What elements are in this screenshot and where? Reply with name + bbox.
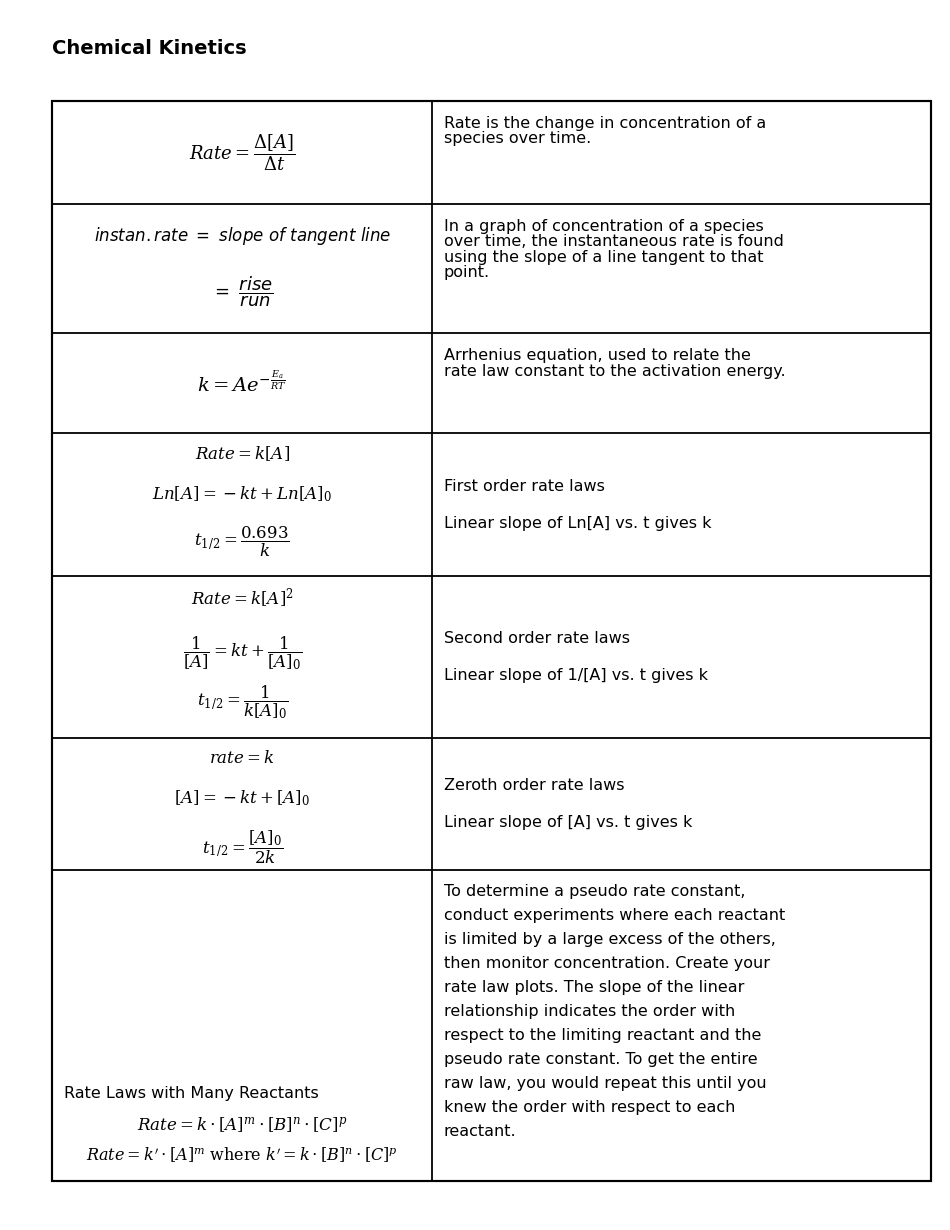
Text: $Rate = k[A]$: $Rate = k[A]$ [195, 444, 290, 464]
Text: $Rate = \dfrac{\Delta[A]}{\Delta t}$: $Rate = \dfrac{\Delta[A]}{\Delta t}$ [189, 132, 295, 173]
Text: Chemical Kinetics: Chemical Kinetics [52, 39, 247, 58]
Text: point.: point. [444, 266, 490, 280]
Text: species over time.: species over time. [444, 132, 591, 146]
Text: $\mathit{instan.rate}\ =\ \mathit{slope\ of\ tangent\ line}$: $\mathit{instan.rate}\ =\ \mathit{slope\… [94, 225, 390, 247]
Text: using the slope of a line tangent to that: using the slope of a line tangent to tha… [444, 250, 763, 264]
Text: reactant.: reactant. [444, 1124, 516, 1139]
Text: $\dfrac{1}{[A]} = kt + \dfrac{1}{[A]_0}$: $\dfrac{1}{[A]} = kt + \dfrac{1}{[A]_0}$ [182, 635, 302, 673]
Text: rate law constant to the activation energy.: rate law constant to the activation ener… [444, 364, 786, 379]
Text: $rate = k$: $rate = k$ [209, 749, 276, 766]
Text: Linear slope of 1/[A] vs. t gives k: Linear slope of 1/[A] vs. t gives k [444, 668, 708, 684]
Text: rate law plots. The slope of the linear: rate law plots. The slope of the linear [444, 980, 744, 995]
Text: $Rate = k[A]^2$: $Rate = k[A]^2$ [191, 585, 294, 610]
Text: Rate Laws with Many Reactants: Rate Laws with Many Reactants [64, 1086, 318, 1101]
Text: Second order rate laws: Second order rate laws [444, 631, 630, 646]
Text: $Rate = k' \cdot [A]^m\ \mathrm{where}\ k' = k \cdot [B]^n \cdot [C]^p$: $Rate = k' \cdot [A]^m\ \mathrm{where}\ … [86, 1146, 398, 1166]
Text: pseudo rate constant. To get the entire: pseudo rate constant. To get the entire [444, 1053, 757, 1068]
Text: To determine a pseudo rate constant,: To determine a pseudo rate constant, [444, 884, 745, 899]
Text: respect to the limiting reactant and the: respect to the limiting reactant and the [444, 1028, 761, 1043]
Text: $k = Ae^{-\frac{E_a}{RT}}$: $k = Ae^{-\frac{E_a}{RT}}$ [198, 370, 287, 396]
Text: $[A] = -kt + [A]_0$: $[A] = -kt + [A]_0$ [174, 788, 311, 808]
Text: relationship indicates the order with: relationship indicates the order with [444, 1005, 735, 1020]
Text: Rate is the change in concentration of a: Rate is the change in concentration of a [444, 116, 766, 130]
Text: $=\ \dfrac{\mathit{rise}}{\mathit{run}}$: $=\ \dfrac{\mathit{rise}}{\mathit{run}}$ [211, 274, 274, 309]
Text: then monitor concentration. Create your: then monitor concentration. Create your [444, 957, 770, 972]
Text: $t_{1/2} = \dfrac{1}{k[A]_0}$: $t_{1/2} = \dfrac{1}{k[A]_0}$ [197, 683, 288, 721]
Text: Arrhenius equation, used to relate the: Arrhenius equation, used to relate the [444, 348, 750, 363]
Text: Zeroth order rate laws: Zeroth order rate laws [444, 777, 624, 793]
Text: over time, the instantaneous rate is found: over time, the instantaneous rate is fou… [444, 235, 784, 250]
Text: First order rate laws: First order rate laws [444, 478, 604, 493]
Text: In a graph of concentration of a species: In a graph of concentration of a species [444, 219, 764, 234]
Bar [52, 101, 931, 1181]
Text: $Ln[A] = -kt + Ln[A]_0$: $Ln[A] = -kt + Ln[A]_0$ [152, 485, 332, 504]
Text: $Rate = k \cdot [A]^m \cdot [B]^n \cdot [C]^p$: $Rate = k \cdot [A]^m \cdot [B]^n \cdot … [137, 1116, 348, 1134]
Text: knew the order with respect to each: knew the order with respect to each [444, 1101, 735, 1116]
Text: $t_{1/2} = \dfrac{[A]_0}{2k}$: $t_{1/2} = \dfrac{[A]_0}{2k}$ [201, 828, 283, 866]
Text: raw law, you would repeat this until you: raw law, you would repeat this until you [444, 1076, 767, 1091]
Text: $t_{1/2} = \dfrac{0.693}{k}$: $t_{1/2} = \dfrac{0.693}{k}$ [195, 525, 290, 558]
Text: Linear slope of Ln[A] vs. t gives k: Linear slope of Ln[A] vs. t gives k [444, 515, 712, 530]
Text: is limited by a large excess of the others,: is limited by a large excess of the othe… [444, 932, 775, 947]
Text: Linear slope of [A] vs. t gives k: Linear slope of [A] vs. t gives k [444, 815, 692, 830]
Text: conduct experiments where each reactant: conduct experiments where each reactant [444, 909, 785, 924]
